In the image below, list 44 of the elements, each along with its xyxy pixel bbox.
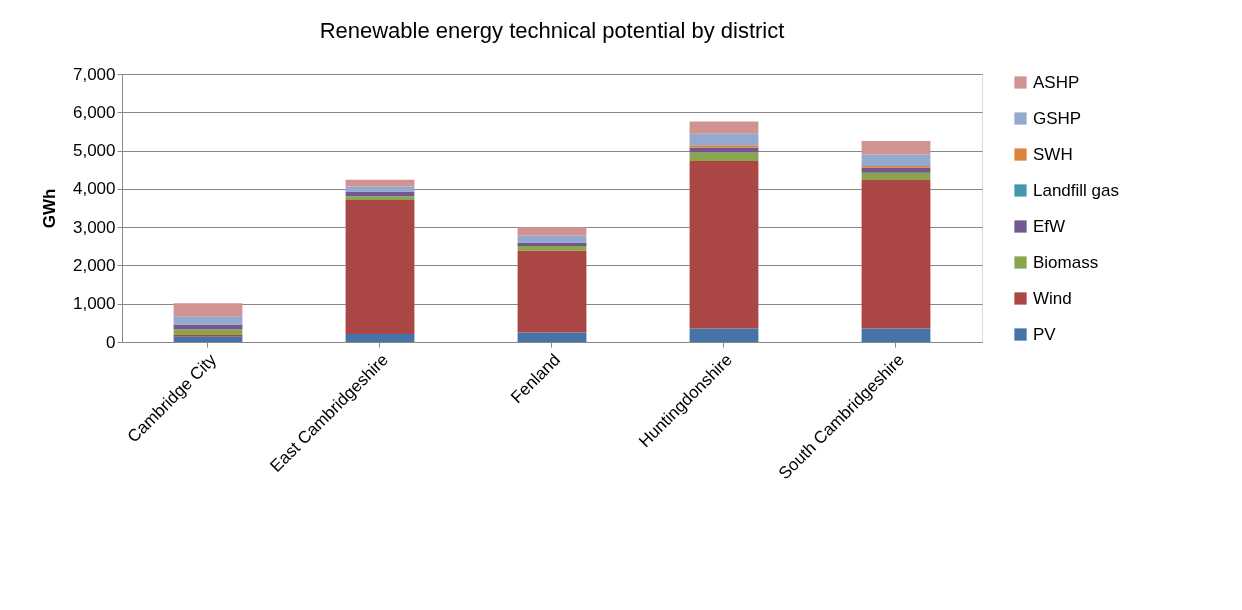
legend-label: GSHP	[1033, 108, 1082, 128]
bar	[345, 333, 415, 342]
y-tick-label: 5,000	[72, 141, 116, 161]
bar	[345, 179, 415, 187]
bar	[345, 199, 415, 334]
legend-label: Wind	[1033, 288, 1072, 308]
y-tick-label: 2,000	[72, 255, 116, 275]
bar	[861, 167, 931, 173]
legend-label: Biomass	[1033, 252, 1099, 272]
chart-title: Renewable energy technical potential by district	[319, 18, 785, 43]
bar	[173, 316, 243, 325]
bar	[861, 180, 931, 329]
legend-label: PV	[1033, 324, 1057, 344]
y-axis-title: GWh	[39, 188, 59, 229]
bar	[517, 227, 587, 236]
bar	[345, 186, 415, 192]
bar	[173, 303, 243, 317]
legend-label: ASHP	[1033, 72, 1080, 92]
bar	[689, 160, 759, 329]
legend-label: EfW	[1033, 216, 1066, 236]
bar	[689, 121, 759, 134]
bar	[689, 328, 759, 342]
bar	[861, 141, 931, 155]
bar	[689, 152, 759, 161]
bar	[173, 336, 243, 342]
y-tick-label: 6,000	[72, 102, 116, 122]
legend-label: Landfill gas	[1033, 180, 1120, 200]
y-tick-label: 4,000	[72, 179, 116, 199]
bar	[517, 242, 587, 246]
bar	[345, 196, 415, 200]
bar	[861, 328, 931, 342]
bar	[689, 133, 759, 146]
bar	[173, 329, 243, 336]
bar	[861, 172, 931, 181]
y-tick-label: 0	[106, 332, 116, 352]
y-tick-label: 1,000	[72, 294, 116, 314]
y-tick-label: 7,000	[72, 64, 116, 84]
bar	[861, 154, 931, 166]
y-tick-label: 3,000	[72, 217, 116, 237]
bar	[689, 145, 759, 148]
bar	[517, 250, 587, 333]
bar	[173, 324, 243, 330]
legend-label: SWH	[1033, 144, 1073, 164]
bar	[517, 332, 587, 342]
